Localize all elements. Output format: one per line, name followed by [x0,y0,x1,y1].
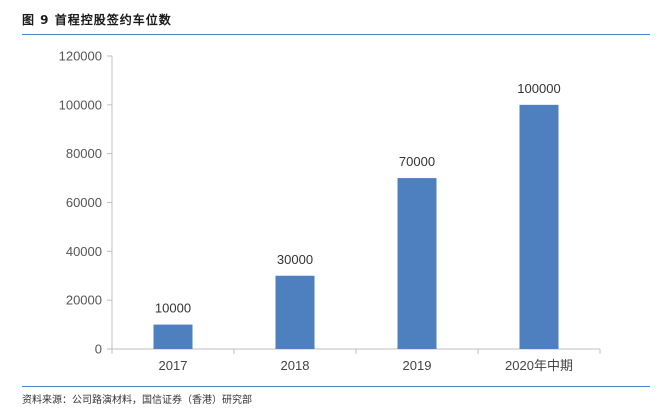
y-tick-label: 20000 [66,293,102,308]
bar [397,178,437,349]
y-tick-label: 100000 [59,97,102,112]
source-note: 资料来源：公司路演材料，国信证券（香港）研究部 [22,395,252,406]
data-label: 30000 [277,252,313,267]
y-tick-label: 0 [95,342,102,357]
y-tick-label: 120000 [59,49,102,64]
bar [153,324,193,349]
bar [275,275,315,349]
figure-title: 图 9 首程控股签约车位数 [22,13,172,27]
y-tick-label: 60000 [66,195,102,210]
x-category-label: 2018 [281,358,310,373]
y-tick-label: 40000 [66,244,102,259]
x-category-label: 2019 [403,358,432,373]
x-category-label: 2020年中期 [505,358,573,373]
top-rule [22,34,650,35]
data-label: 70000 [399,154,435,169]
data-label: 100000 [517,81,560,96]
bar [519,104,559,349]
x-category-label: 2017 [159,358,188,373]
y-tick-label: 80000 [66,146,102,161]
data-label: 10000 [155,301,191,316]
bottom-rule [22,386,650,387]
